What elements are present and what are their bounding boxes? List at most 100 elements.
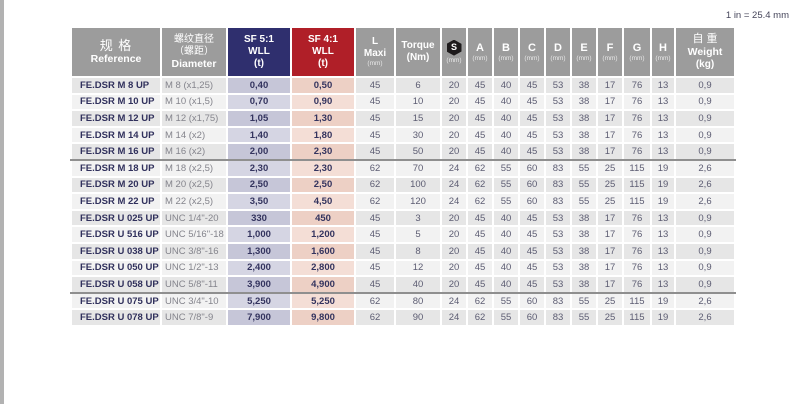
dim-cell: 55 xyxy=(492,308,520,327)
dim-cell: 19 xyxy=(650,192,676,211)
table-row: FE.DSR M 14 UP M 14 (x2) 1,40 1,80 45 30 20 45 4… xyxy=(70,125,736,145)
hex-nut-icon: S xyxy=(446,39,462,56)
dim-cell: 20 xyxy=(440,92,468,112)
weight-cell: 0,9 xyxy=(674,225,736,244)
weight-cell: 0,9 xyxy=(674,142,736,161)
dim-cell: 20 xyxy=(440,208,468,228)
diameter-cell: UNC 1/4"-20 xyxy=(160,208,228,228)
weight-cell: 0,9 xyxy=(674,109,736,128)
dim-cell: 83 xyxy=(544,291,572,311)
dim-cell: 25 xyxy=(596,308,624,327)
header-dim-h-letter: H xyxy=(659,41,667,54)
header-dim-f-unit: (mm) xyxy=(602,54,618,62)
torque-cell: 30 xyxy=(394,125,442,145)
wll-sf4-cell: 1,30 xyxy=(290,109,356,128)
dim-cell: 60 xyxy=(518,175,546,195)
header-dim-b-letter: B xyxy=(502,41,510,54)
dim-cell: 20 xyxy=(440,125,468,145)
wll-sf4-cell: 0,90 xyxy=(290,92,356,112)
dim-cell: 76 xyxy=(622,225,652,244)
torque-cell: 8 xyxy=(394,241,442,261)
dim-cell: 17 xyxy=(596,109,624,128)
torque-cell: 10 xyxy=(394,92,442,112)
diameter-cell: UNC 5/8"-11 xyxy=(160,275,228,294)
dim-cell: 20 xyxy=(440,241,468,261)
header-sf5-line2: WLL xyxy=(248,46,270,58)
dim-cell: 45 xyxy=(466,109,494,128)
lmaxi-cell: 45 xyxy=(354,258,396,278)
header-dim-g: G (mm) xyxy=(622,26,652,78)
dim-cell: 45 xyxy=(518,92,546,112)
dim-cell: 115 xyxy=(622,158,652,178)
torque-cell: 70 xyxy=(394,158,442,178)
lmaxi-cell: 45 xyxy=(354,92,396,112)
diameter-cell: M 14 (x2) xyxy=(160,125,228,145)
reference-cell: FE.DSR M 10 UP xyxy=(70,92,162,112)
header-dim-a: A (mm) xyxy=(466,26,494,78)
dim-cell: 62 xyxy=(466,175,494,195)
header-lmaxi-line1: L xyxy=(371,36,379,48)
dim-cell: 20 xyxy=(440,76,468,95)
dim-cell: 25 xyxy=(596,175,624,195)
lmaxi-cell: 45 xyxy=(354,142,396,161)
dim-cell: 24 xyxy=(440,308,468,327)
header-weight-unit: (kg) xyxy=(695,58,715,70)
wll-sf5-cell: 2,400 xyxy=(226,258,292,278)
dim-cell: 19 xyxy=(650,291,676,311)
torque-cell: 100 xyxy=(394,175,442,195)
header-weight-zh: 自 重 xyxy=(692,33,718,46)
dim-cell: 45 xyxy=(466,241,494,261)
dim-cell: 45 xyxy=(466,208,494,228)
dim-cell: 83 xyxy=(544,192,572,211)
spec-table-body: FE.DSR M 8 UP M 8 (x1,25) 0,40 0,50 45 6 20 45 4… xyxy=(70,76,736,327)
header-lmaxi-line2: Maxi xyxy=(363,48,387,60)
header-dim-e-unit: (mm) xyxy=(576,54,592,62)
header-dim-a-letter: A xyxy=(476,41,484,54)
table-row: FE.DSR U 025 UP UNC 1/4"-20 330 450 45 3 20 45 4… xyxy=(70,208,736,228)
dim-cell: 53 xyxy=(544,142,572,161)
wll-sf5-cell: 1,05 xyxy=(226,109,292,128)
lmaxi-cell: 45 xyxy=(354,225,396,244)
header-diameter-zh1: 螺纹直径 xyxy=(174,34,214,46)
dim-cell: 45 xyxy=(518,258,546,278)
wll-sf5-cell: 1,000 xyxy=(226,225,292,244)
dim-cell: 76 xyxy=(622,275,652,294)
header-dim-c-unit: (mm) xyxy=(524,54,540,62)
header-diameter-zh2: （螺距） xyxy=(174,45,214,57)
dim-cell: 45 xyxy=(518,225,546,244)
header-reference-zh: 规 格 xyxy=(99,38,133,54)
wll-sf4-cell: 4,900 xyxy=(290,275,356,294)
reference-cell: FE.DSR U 025 UP xyxy=(70,208,162,228)
dim-cell: 76 xyxy=(622,241,652,261)
dim-cell: 17 xyxy=(596,225,624,244)
diameter-cell: UNC 1/2"-13 xyxy=(160,258,228,278)
weight-cell: 0,9 xyxy=(674,241,736,261)
dim-cell: 17 xyxy=(596,76,624,95)
diameter-cell: UNC 7/8"-9 xyxy=(160,308,228,327)
dim-cell: 53 xyxy=(544,225,572,244)
dim-cell: 45 xyxy=(518,241,546,261)
dim-cell: 13 xyxy=(650,241,676,261)
lmaxi-cell: 62 xyxy=(354,158,396,178)
weight-cell: 2,6 xyxy=(674,175,736,195)
dim-cell: 40 xyxy=(492,142,520,161)
wll-sf5-cell: 0,40 xyxy=(226,76,292,95)
dim-cell: 17 xyxy=(596,258,624,278)
weight-cell: 0,9 xyxy=(674,92,736,112)
dim-cell: 13 xyxy=(650,142,676,161)
dim-cell: 55 xyxy=(570,158,598,178)
dim-cell: 55 xyxy=(492,158,520,178)
reference-cell: FE.DSR U 038 UP xyxy=(70,241,162,261)
lmaxi-cell: 45 xyxy=(354,125,396,145)
wll-sf5-cell: 2,30 xyxy=(226,158,292,178)
reference-cell: FE.DSR U 516 UP xyxy=(70,225,162,244)
wll-sf4-cell: 4,50 xyxy=(290,192,356,211)
header-weight: 自 重 Weight (kg) xyxy=(674,26,736,78)
wll-sf5-cell: 3,900 xyxy=(226,275,292,294)
dim-cell: 40 xyxy=(492,258,520,278)
dim-cell: 25 xyxy=(596,291,624,311)
dim-cell: 19 xyxy=(650,175,676,195)
torque-cell: 50 xyxy=(394,142,442,161)
dim-cell: 13 xyxy=(650,258,676,278)
dim-cell: 13 xyxy=(650,92,676,112)
